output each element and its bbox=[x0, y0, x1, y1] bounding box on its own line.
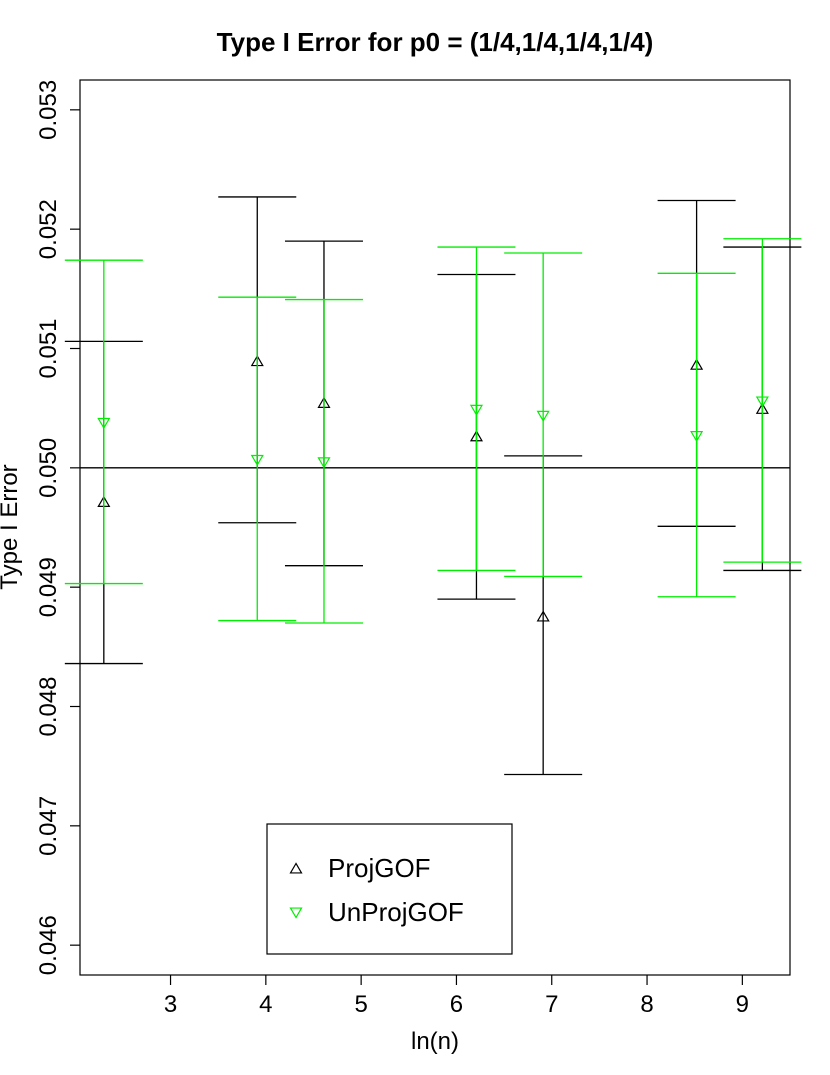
unprojgof-point bbox=[536, 410, 550, 423]
x-axis: 3 4 5 6 7 8 9 bbox=[164, 975, 749, 1018]
x-axis-label: ln(n) bbox=[411, 1028, 459, 1055]
legend-label-projgof: ProjGOF bbox=[328, 853, 431, 883]
x-tick-label: 4 bbox=[259, 991, 272, 1018]
legend-marker-unprojgof bbox=[289, 907, 303, 919]
x-tick-label: 5 bbox=[354, 991, 367, 1018]
y-tick-label: 0.051 bbox=[35, 318, 62, 378]
legend: ProjGOF UnProjGOF bbox=[266, 823, 513, 955]
series-layer bbox=[64, 196, 802, 776]
x-tick-label: 7 bbox=[545, 991, 558, 1018]
x-tick-label: 8 bbox=[640, 991, 653, 1018]
unprojgof-point bbox=[250, 454, 264, 467]
chart-title: Type I Error for p0 = (1/4,1/4,1/4,1/4) bbox=[217, 27, 654, 57]
x-tick-label: 6 bbox=[450, 991, 463, 1018]
x-tick-label: 3 bbox=[164, 991, 177, 1018]
legend-label-unprojgof: UnProjGOF bbox=[328, 897, 464, 927]
unprojgof-point bbox=[97, 417, 111, 430]
y-tick-label: 0.048 bbox=[35, 676, 62, 736]
y-axis: 0.046 0.047 0.048 0.049 0.050 0.051 0.052 0.053 bbox=[35, 80, 80, 975]
legend-box bbox=[266, 823, 513, 955]
legend-marker-projgof bbox=[289, 862, 303, 874]
plot-frame bbox=[79, 79, 791, 976]
y-tick-label: 0.050 bbox=[35, 438, 62, 498]
y-axis-label: Type I Error bbox=[0, 464, 23, 589]
unprojgof-point bbox=[755, 396, 769, 408]
y-tick-label: 0.053 bbox=[35, 80, 62, 140]
unprojgof-point bbox=[317, 457, 331, 469]
y-tick-label: 0.052 bbox=[35, 199, 62, 259]
y-tick-label: 0.046 bbox=[35, 915, 62, 975]
unprojgof-point bbox=[690, 431, 704, 443]
y-tick-label: 0.049 bbox=[35, 557, 62, 617]
y-tick-label: 0.047 bbox=[35, 796, 62, 856]
projgof-point bbox=[536, 610, 550, 622]
x-tick-label: 9 bbox=[736, 991, 749, 1018]
unprojgof-point bbox=[469, 404, 483, 417]
